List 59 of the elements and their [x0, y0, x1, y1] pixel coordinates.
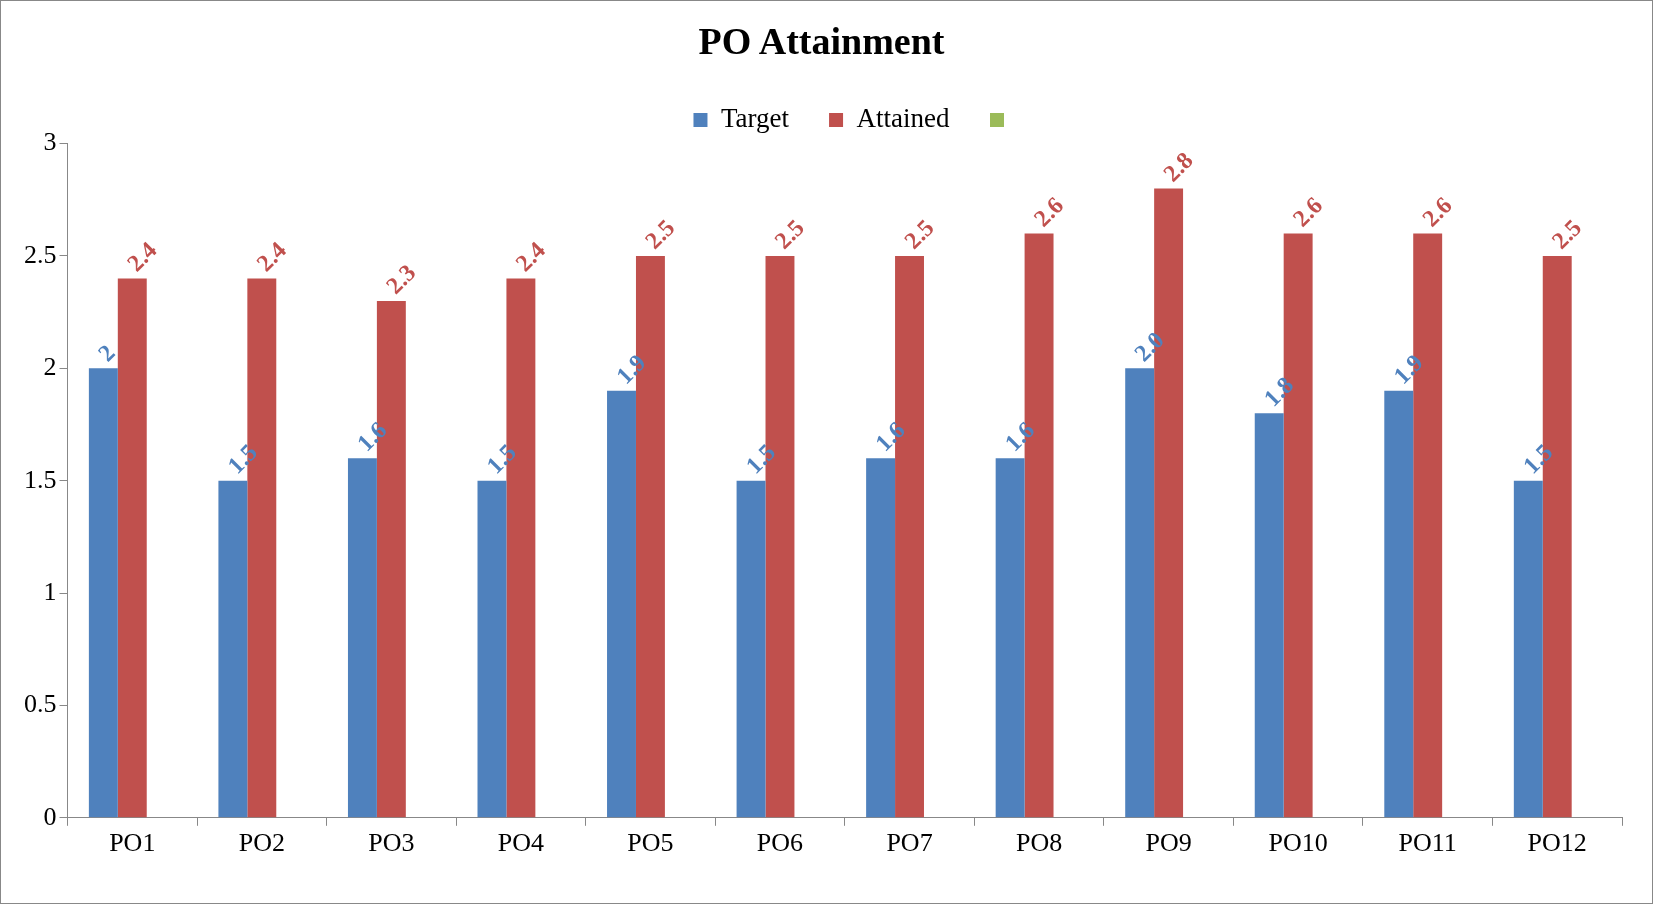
y-tick-label: 2.5 — [24, 239, 57, 269]
bar — [88, 368, 118, 818]
bar — [1125, 368, 1155, 818]
bar — [1254, 413, 1284, 818]
data-label: 1.5 — [222, 439, 263, 479]
x-tick-label: PO2 — [238, 828, 285, 858]
bar — [1513, 480, 1543, 818]
y-tick-label: 3 — [43, 127, 57, 157]
data-label: 2.6 — [1287, 191, 1328, 232]
x-tick-label: PO12 — [1527, 828, 1587, 858]
data-label: 1.6 — [999, 416, 1040, 457]
x-tick-label: PO9 — [1145, 828, 1192, 858]
y-tick-label: 1.5 — [24, 464, 57, 494]
x-tick-label: PO4 — [497, 828, 545, 858]
bar — [736, 480, 766, 818]
bar — [866, 458, 896, 818]
data-label: 2.5 — [639, 214, 680, 254]
legend-label: Attained — [856, 103, 951, 134]
x-tick-label: PO7 — [886, 828, 933, 858]
data-label: 1.5 — [1517, 439, 1558, 479]
bar — [995, 458, 1025, 818]
x-tick-label: PO10 — [1268, 828, 1328, 858]
x-tick-label: PO1 — [109, 828, 156, 858]
data-label: 1.9 — [1388, 349, 1428, 389]
data-label: 1.5 — [740, 439, 781, 479]
data-label: 1.6 — [870, 416, 910, 457]
y-tick-label: 0 — [43, 801, 57, 831]
data-label: 2.6 — [1028, 191, 1069, 232]
x-tick-label: PO5 — [627, 828, 674, 858]
data-label: 2.5 — [769, 214, 810, 254]
bar — [607, 390, 636, 818]
bar — [218, 480, 248, 818]
data-label: 2.4 — [121, 236, 162, 277]
bar — [477, 480, 507, 818]
x-tick-label: PO3 — [368, 828, 415, 858]
y-tick-label: 1 — [43, 576, 57, 606]
chart-title: PO Attainment — [698, 19, 945, 62]
data-label: 1.8 — [1258, 371, 1299, 412]
data-label: 2 — [92, 339, 120, 367]
data-label: 2.8 — [1158, 146, 1198, 187]
data-label: 2.4 — [251, 236, 291, 277]
data-label: 1.9 — [611, 349, 651, 389]
x-tick-label: PO8 — [1015, 828, 1063, 858]
bar — [347, 458, 377, 818]
data-label: 1.5 — [481, 439, 522, 479]
data-label: 2.4 — [510, 236, 551, 277]
data-label: 2.3 — [380, 259, 421, 299]
y-tick-label: 0.5 — [24, 689, 57, 719]
data-label: 2.5 — [1546, 214, 1587, 254]
bar — [117, 278, 147, 818]
y-tick-label: 2 — [43, 352, 57, 382]
data-label: 2.6 — [1417, 191, 1457, 232]
bar — [1384, 390, 1414, 818]
x-tick-label: PO11 — [1398, 828, 1457, 858]
data-label: 1.6 — [351, 416, 392, 457]
data-label: 2.5 — [899, 214, 939, 254]
x-tick-label: PO6 — [756, 828, 804, 858]
data-label: 2.0 — [1129, 326, 1169, 367]
legend-label: Target — [720, 103, 790, 134]
